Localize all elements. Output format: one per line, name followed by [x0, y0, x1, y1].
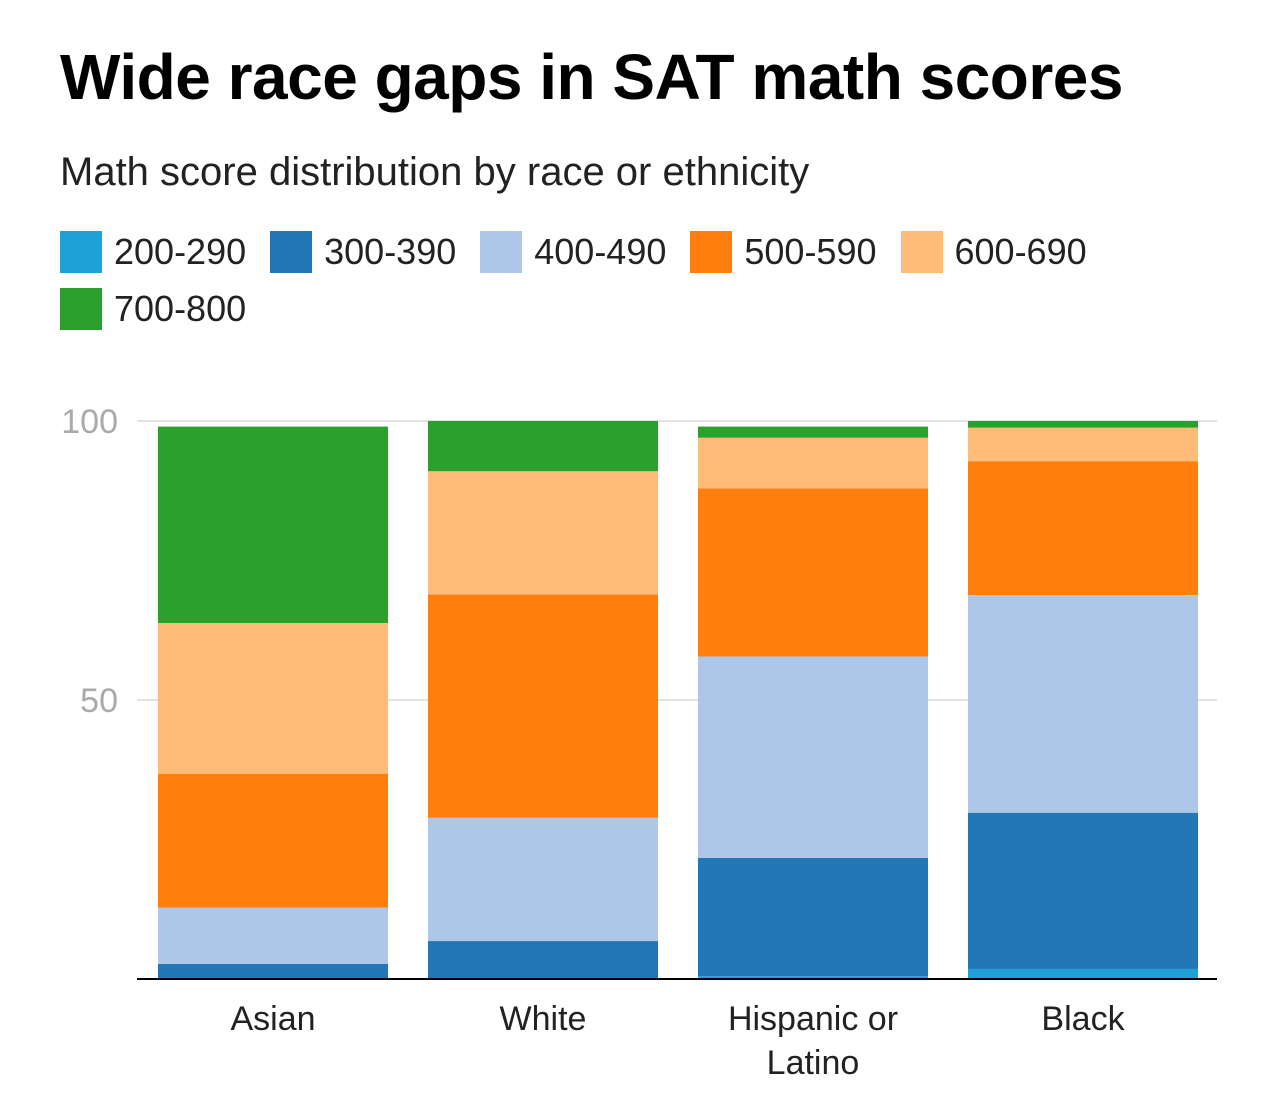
legend-label: 200-290 [114, 231, 247, 272]
legend-item: 200-290 [60, 231, 246, 273]
bar-segment [158, 907, 388, 964]
legend-label: 400-490 [534, 231, 667, 272]
legend-swatch [480, 231, 523, 273]
x-category-label: Latino [767, 1044, 860, 1082]
bar-segment [158, 773, 388, 908]
legend-swatch [60, 231, 102, 273]
bar-segment [968, 812, 1198, 969]
bar-segment [968, 421, 1198, 428]
bar-segment [698, 437, 928, 489]
chart-subtitle: Math score distribution by race or ethni… [60, 150, 810, 194]
legend-swatch [60, 288, 102, 330]
bars [158, 421, 1198, 979]
chart-title: Wide race gaps in SAT math scores [60, 41, 1123, 113]
bar-segment [428, 594, 658, 818]
legend-swatch [270, 231, 313, 273]
legend-item: 700-800 [60, 288, 246, 330]
legend-item: 600-690 [900, 231, 1087, 273]
legend-label: 500-590 [744, 231, 877, 272]
bar-segment [158, 622, 388, 774]
legend: 200-290 300-390 400-490 500-590 600-690 700-8… [60, 231, 1160, 330]
legend-label: 700-800 [114, 288, 247, 329]
legend-swatch [900, 231, 943, 273]
bar-segment [428, 941, 658, 979]
bar-segment [698, 426, 928, 438]
bar-segment [698, 976, 928, 979]
bar-segment [968, 968, 1198, 979]
legend-item: 500-590 [690, 231, 877, 273]
legend-label: 600-690 [954, 231, 1087, 272]
bar-segment [158, 963, 388, 979]
x-category-label: Hispanic or [728, 1000, 898, 1038]
bar-segment [158, 426, 388, 623]
bar-segment [428, 471, 658, 595]
legend-item: 400-490 [480, 231, 666, 273]
bar-segment [968, 595, 1198, 813]
bar-segment [968, 427, 1198, 462]
bar-segment [428, 817, 658, 942]
x-category-label: White [500, 1000, 587, 1038]
legend-swatch [690, 231, 733, 273]
bar-segment [698, 857, 928, 977]
bar-segment [698, 656, 928, 858]
legend-item: 300-390 [270, 231, 456, 273]
bar-segment [428, 421, 658, 472]
y-tick-label: 100 [61, 403, 118, 441]
bar-segment [968, 461, 1198, 596]
axes: 50 100 Asian White Hispanic or Latino Black [61, 403, 1217, 1082]
x-category-label: Black [1041, 1000, 1125, 1038]
x-category-label: Asian [230, 1000, 315, 1038]
legend-label: 300-390 [324, 231, 457, 272]
bar-segment [698, 488, 928, 657]
y-tick-label: 50 [80, 682, 118, 720]
